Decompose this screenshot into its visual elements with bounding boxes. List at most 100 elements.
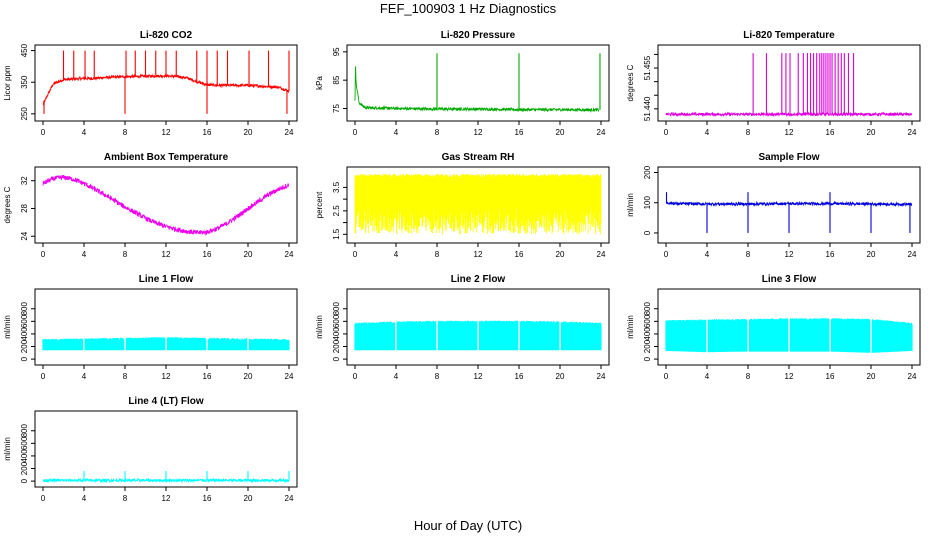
y-tick-label: 0 (20, 478, 29, 483)
x-tick-label: 8 (435, 250, 440, 259)
x-tick-label: 16 (826, 250, 835, 259)
panel-3: Li-820 Temperature degrees C 0 4 8 12 16 20 24 51… (626, 30, 921, 137)
y-tick-label: 350 (20, 75, 29, 89)
x-tick-label: 8 (435, 372, 440, 381)
y-axis-label: ml/min (315, 315, 324, 339)
x-tick-label: 16 (826, 128, 835, 137)
x-tick-label: 0 (353, 128, 358, 137)
plot-frame (657, 44, 921, 122)
x-tick-label: 20 (867, 250, 876, 259)
x-tick-label: 8 (746, 250, 751, 259)
x-tick-label: 20 (244, 494, 253, 503)
x-tick-label: 24 (597, 372, 606, 381)
x-tick-label: 4 (394, 372, 399, 381)
x-tick-label: 4 (705, 250, 710, 259)
panel-6: Sample Flow ml/min 0 4 8 12 16 20 24 0 100 200 (626, 152, 921, 259)
y-tick-label: 85 (332, 75, 341, 84)
x-tick-label: 8 (746, 372, 751, 381)
plot-frame (34, 166, 298, 244)
x-tick-label: 4 (82, 128, 87, 137)
series-band (42, 337, 290, 351)
x-tick-label: 4 (705, 128, 710, 137)
y-axis-label: percent (315, 191, 324, 218)
y-axis-label: ml/min (3, 437, 12, 461)
series-group (665, 318, 913, 353)
x-tick-label: 24 (597, 128, 606, 137)
series-group (354, 173, 602, 235)
y-tick-label: 200 (643, 339, 652, 353)
panel-title: Line 1 Flow (139, 274, 194, 285)
x-tick-label: 4 (82, 250, 87, 259)
x-tick-label: 24 (597, 250, 606, 259)
x-tick-label: 4 (394, 128, 399, 137)
x-tick-label: 24 (908, 372, 917, 381)
y-tick-label: 200 (643, 165, 652, 179)
y-tick-label: 200 (20, 339, 29, 353)
x-tick-label: 0 (41, 494, 46, 503)
y-axis-label: ml/min (626, 193, 635, 217)
x-tick-label: 0 (353, 372, 358, 381)
series-band (354, 320, 602, 351)
y-tick-label: 800 (643, 302, 652, 316)
x-tick-label: 20 (556, 128, 565, 137)
series-group (354, 53, 601, 113)
series-line (665, 111, 913, 118)
panel-title: Line 3 Flow (762, 274, 817, 285)
panel-title: Line 4 (LT) Flow (128, 396, 204, 407)
x-tick-label: 24 (285, 372, 294, 381)
x-tick-label: 12 (162, 372, 171, 381)
series-line (354, 66, 600, 113)
x-tick-label: 12 (474, 250, 483, 259)
y-tick-label: 3.5 (332, 181, 341, 193)
y-axis-label: degrees C (626, 64, 635, 101)
panel-title: Ambient Box Temperature (104, 152, 229, 163)
y-tick-label: 600 (20, 314, 29, 328)
series-group (42, 337, 290, 351)
panel-4: Ambient Box Temperature degrees C 0 4 8 12 16 2… (3, 152, 298, 259)
y-tick-label: 400 (20, 327, 29, 341)
y-tick-label: 51.440 (643, 96, 652, 121)
series-group (354, 320, 602, 351)
x-tick-label: 24 (908, 250, 917, 259)
panel-8: Line 2 Flow ml/min 0 4 8 12 16 20 24 0 20040060080… (315, 274, 610, 381)
x-tick-label: 24 (285, 250, 294, 259)
panel-title: Line 2 Flow (451, 274, 506, 285)
x-tick-label: 0 (41, 250, 46, 259)
x-tick-label: 0 (41, 128, 46, 137)
y-tick-label: 400 (643, 327, 652, 341)
panel-9: Line 3 Flow ml/min 0 4 8 12 16 20 24 0 20040060080… (626, 274, 921, 381)
x-tick-label: 8 (123, 494, 128, 503)
x-tick-label: 20 (244, 250, 253, 259)
x-tick-label: 4 (705, 372, 710, 381)
y-tick-label: 0 (643, 230, 652, 235)
x-tick-label: 20 (867, 372, 876, 381)
y-tick-label: 600 (20, 436, 29, 450)
x-tick-label: 8 (435, 128, 440, 137)
x-tick-label: 12 (785, 372, 794, 381)
x-tick-label: 24 (908, 128, 917, 137)
x-tick-label: 4 (82, 494, 87, 503)
y-tick-label: 400 (20, 449, 29, 463)
plot-frame (34, 288, 298, 366)
y-tick-label: 250 (20, 107, 29, 121)
x-tick-label: 20 (867, 128, 876, 137)
y-tick-label: 450 (20, 43, 29, 57)
x-tick-label: 16 (515, 372, 524, 381)
y-tick-label: 24 (20, 231, 29, 240)
panel-title: Gas Stream RH (442, 152, 515, 163)
x-tick-label: 0 (41, 372, 46, 381)
series-group (665, 192, 913, 233)
panel-1: Li-820 CO2 Licor ppm 0 4 8 12 16 20 24 250 350 450 (3, 30, 298, 137)
x-tick-label: 8 (123, 372, 128, 381)
x-tick-label: 24 (285, 128, 294, 137)
x-tick-label: 12 (785, 250, 794, 259)
y-tick-label: 2.5 (332, 205, 341, 217)
y-tick-label: 0 (20, 356, 29, 361)
panel-title: Li-820 Pressure (441, 30, 516, 41)
x-tick-label: 12 (474, 372, 483, 381)
y-tick-label: 0 (643, 356, 652, 361)
series-line (42, 73, 290, 106)
series-band (665, 318, 913, 353)
y-tick-label: 1.5 (332, 228, 341, 240)
